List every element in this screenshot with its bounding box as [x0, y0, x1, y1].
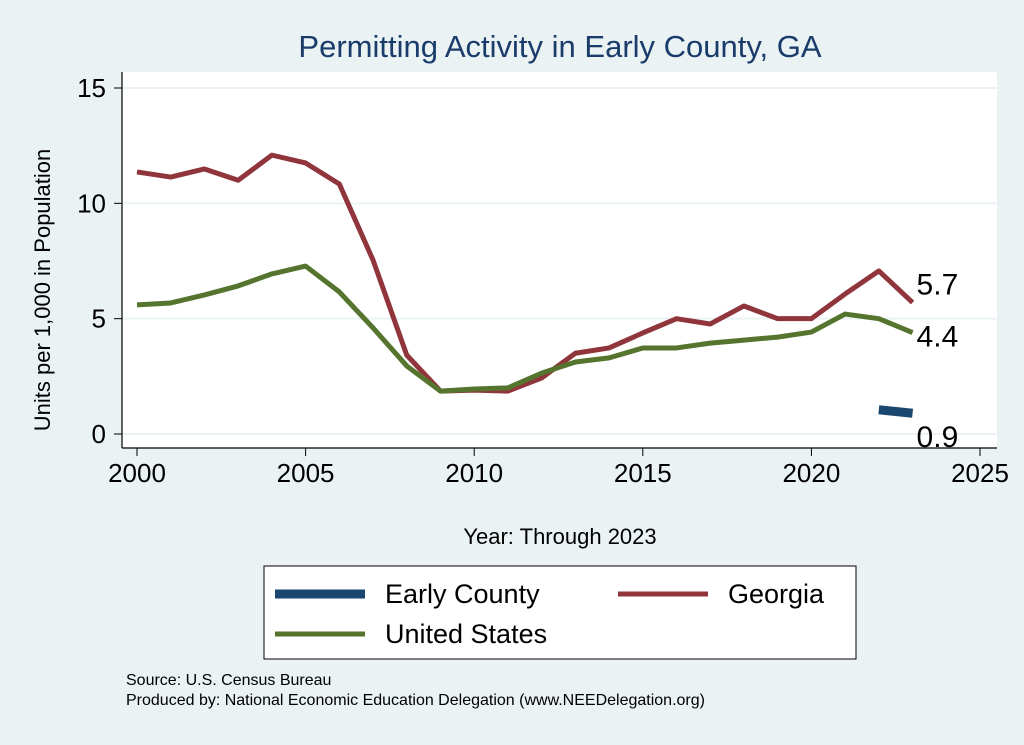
x-axis-label: Year: Through 2023: [463, 524, 656, 549]
produced-by-note: Produced by: National Economic Education…: [126, 692, 705, 709]
end-label-early-county: 0.9: [917, 421, 959, 454]
y-tick-label: 0: [92, 419, 106, 449]
series-line-georgia: [136, 152, 915, 394]
end-label-united-states: 4.4: [917, 321, 959, 354]
legend: [263, 565, 857, 660]
x-tick-label: 2020: [782, 458, 840, 488]
y-axis-label: Units per 1,000 in Population: [30, 149, 55, 432]
y-tick-label: 10: [77, 188, 106, 218]
y-tick-label: 5: [92, 304, 106, 334]
legend-label: United States: [385, 619, 547, 649]
x-tick-label: 2015: [614, 458, 672, 488]
series-line-united-states: [136, 263, 914, 394]
legend-label: Georgia: [728, 579, 825, 609]
x-tick-label: 2000: [108, 458, 166, 488]
x-tick-label: 2005: [277, 458, 335, 488]
chart-title: Permitting Activity in Early County, GA: [298, 29, 821, 64]
source-note: Source: U.S. Census Bureau: [126, 672, 331, 689]
legend-label: Early County: [385, 579, 540, 609]
y-tick-label: 15: [77, 73, 106, 103]
x-tick-label: 2010: [445, 458, 503, 488]
x-tick-label: 2025: [951, 458, 1009, 488]
series-line-early-county: [878, 405, 914, 418]
plot-area: [122, 72, 997, 448]
end-label-georgia: 5.7: [917, 269, 959, 302]
